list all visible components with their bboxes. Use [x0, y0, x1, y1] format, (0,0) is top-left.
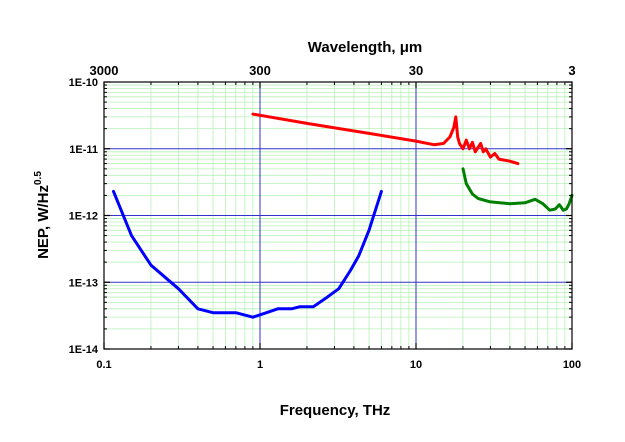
y-tick-label: 1E-11: [69, 144, 98, 156]
x-tick-label: 1: [257, 359, 263, 371]
y-axis-title: NEP, W/Hz0.5: [33, 171, 52, 259]
x-tick-label: 10: [410, 359, 422, 371]
x2-axis-title: Wavelength, μm: [308, 39, 422, 56]
y-tick-label: 1E-10: [69, 77, 98, 89]
series-layer: [112, 112, 574, 319]
x2-tick-label: 300: [249, 63, 271, 78]
series-line-1: [112, 189, 383, 319]
tick-marks: [103, 81, 573, 350]
x-tick-label: 100: [563, 359, 581, 371]
x-axis-title: Frequency, THz: [280, 402, 391, 419]
y-axis-title-superscript: 0.5: [33, 171, 44, 185]
x2-axis-unit: μm: [400, 39, 423, 56]
x2-tick-label: 3000: [90, 63, 119, 78]
series-line-2: [251, 112, 520, 166]
x-tick-label: 0.1: [96, 359, 111, 371]
series-line-3: [461, 167, 574, 212]
y-tick-label: 1E-12: [69, 211, 98, 223]
y-tick-label: 1E-13: [69, 277, 98, 289]
y-tick-label: 1E-14: [69, 344, 99, 356]
x2-tick-label: 30: [409, 63, 423, 78]
x2-tick-label: 3: [568, 63, 575, 78]
